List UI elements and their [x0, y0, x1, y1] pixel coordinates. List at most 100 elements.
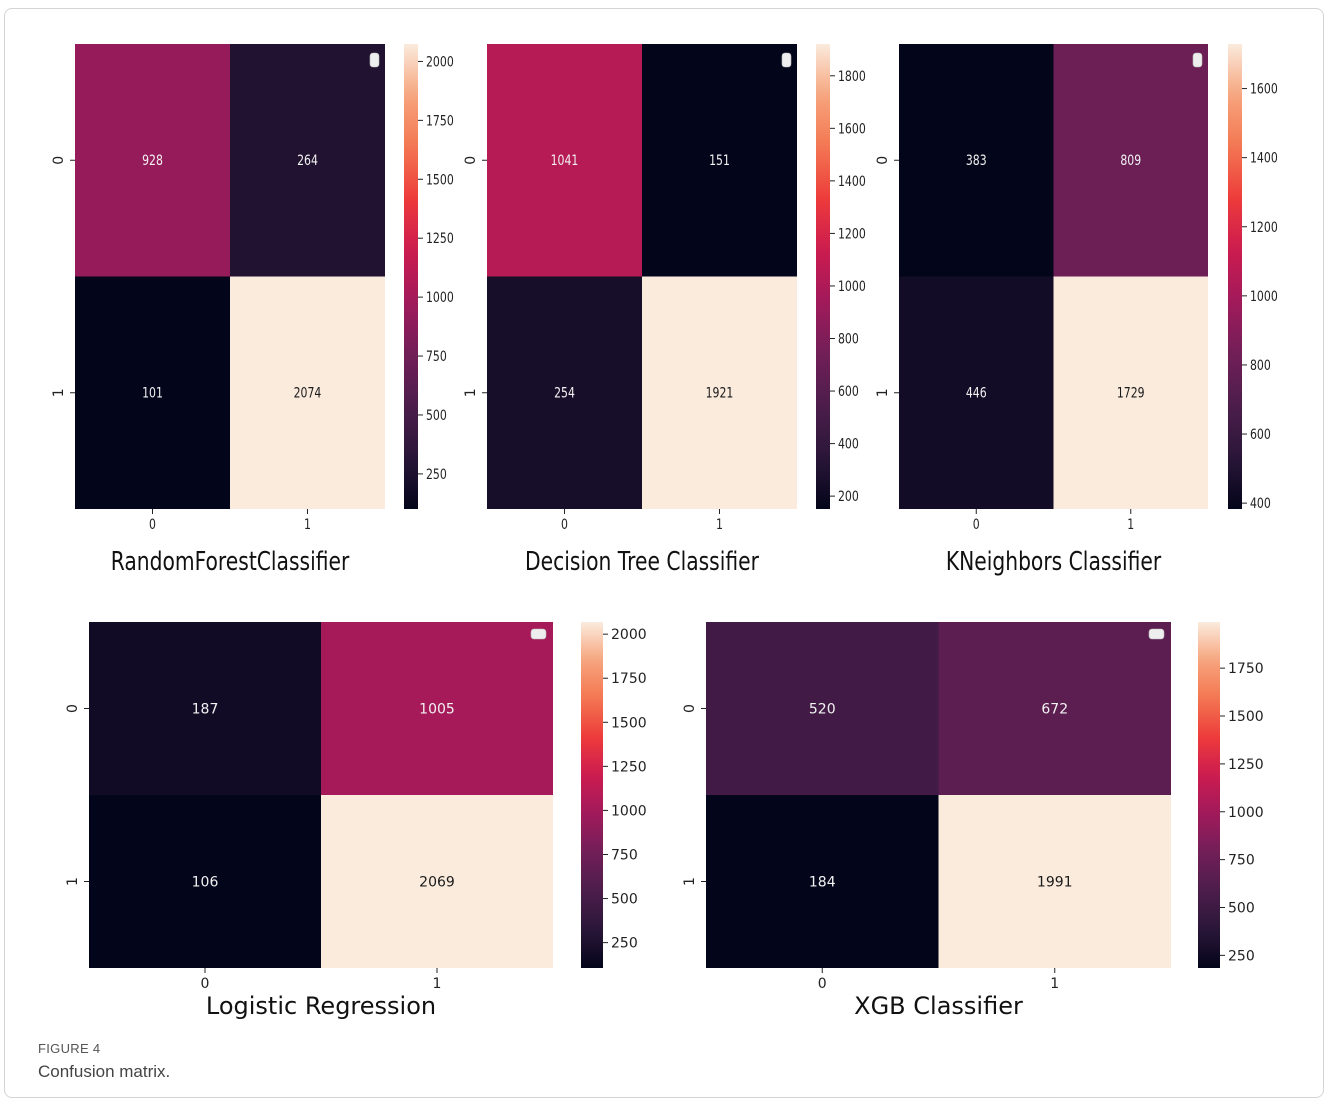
heatmap-cell-r0-c0	[899, 44, 1054, 277]
colorbar-tick-label: 600	[838, 383, 859, 400]
x-tick-label: 1	[304, 516, 311, 533]
empty-legend-box	[530, 628, 547, 640]
x-tick-label: 1	[1050, 976, 1059, 992]
colorbar	[404, 44, 418, 509]
colorbar-tick-label: 250	[426, 466, 447, 483]
cell-value-label: 187	[192, 702, 219, 718]
heatmap-panel-5: 520 672 184 1991 0 1 0 1 XGB Classifier 250 500 750…	[682, 622, 1264, 1020]
heatmap-cell-r1-c1	[642, 276, 797, 509]
figure-label: FIGURE 4	[38, 1041, 101, 1056]
heatmap-cell-r0-c0	[706, 622, 939, 795]
colorbar-tick-label: 500	[1228, 900, 1255, 916]
cell-value-label: 2069	[419, 875, 455, 891]
colorbar-tick-label: 1750	[611, 671, 647, 687]
colorbar-tick-label: 500	[426, 407, 447, 424]
colorbar-tick-label: 1600	[838, 120, 866, 137]
colorbar-tick-label: 200	[838, 488, 859, 505]
colorbar-tick-label: 1000	[1250, 287, 1278, 304]
colorbar-tick-label: 1000	[838, 278, 866, 295]
x-tick-label: 0	[973, 516, 980, 533]
cell-value-label: 2074	[294, 384, 322, 401]
heatmap-cell-r1-c1	[321, 795, 553, 968]
cell-value-label: 264	[297, 152, 318, 169]
colorbar	[816, 44, 830, 509]
cell-value-label: 106	[192, 875, 219, 891]
heatmap-cell-r1-c0	[706, 795, 939, 968]
colorbar-tick-label: 1200	[1250, 218, 1278, 235]
y-tick-label: 0	[875, 156, 891, 165]
cell-value-label: 1729	[1117, 384, 1145, 401]
heatmap-title: Logistic Regression	[206, 992, 436, 1020]
heatmap-cell-r1-c0	[899, 276, 1054, 509]
colorbar-tick-label: 1000	[426, 289, 454, 306]
colorbar-tick-label: 400	[838, 435, 859, 452]
x-tick-label: 1	[433, 976, 442, 992]
heatmap-cell-r1-c0	[487, 276, 642, 509]
colorbar-tick-label: 1250	[426, 230, 454, 247]
colorbar-tick-label: 1500	[426, 171, 454, 188]
colorbar-tick-label: 750	[611, 847, 638, 863]
colorbar-tick-label: 1500	[611, 715, 647, 731]
empty-legend-box	[1192, 52, 1203, 68]
colorbar	[581, 622, 603, 968]
cell-value-label: 1005	[419, 702, 455, 718]
heatmap-cell-r0-c1	[642, 44, 797, 277]
heatmap-cell-r0-c1	[1053, 44, 1208, 277]
colorbar-tick-label: 1250	[611, 759, 647, 775]
heatmap-cell-r1-c1	[1053, 276, 1208, 509]
heatmap-cell-r0-c1	[321, 622, 553, 795]
cell-value-label: 672	[1041, 702, 1068, 718]
cell-value-label: 1921	[706, 384, 734, 401]
heatmap-cell-r1-c0	[75, 276, 230, 509]
y-tick-label: 0	[463, 156, 479, 165]
colorbar-tick-label: 1000	[1228, 805, 1264, 821]
y-tick-label: 0	[65, 704, 81, 713]
figure-frame	[4, 8, 1324, 1098]
colorbar-tick-label: 1250	[1228, 757, 1264, 773]
colorbar-tick-label: 1400	[838, 172, 866, 189]
heatmap-cell-r0-c0	[487, 44, 642, 277]
colorbar-tick-label: 250	[611, 936, 638, 952]
cell-value-label: 1041	[551, 152, 579, 169]
colorbar-tick-label: 1200	[838, 225, 866, 242]
y-tick-label: 1	[682, 877, 698, 886]
heatmap-cell-r1-c0	[89, 795, 321, 968]
y-tick-label: 1	[875, 388, 891, 397]
colorbar-tick-label: 500	[611, 892, 638, 908]
empty-legend-box	[369, 52, 380, 68]
heatmap-cell-r0-c0	[75, 44, 230, 277]
x-tick-label: 0	[149, 516, 156, 533]
colorbar-tick-label: 400	[1250, 495, 1271, 512]
cell-value-label: 809	[1120, 152, 1141, 169]
heatmap-title: XGB Classifier	[854, 992, 1023, 1020]
colorbar-tick-label: 800	[1250, 357, 1271, 374]
colorbar	[1198, 622, 1220, 968]
colorbar-tick-label: 1750	[1228, 661, 1264, 677]
heatmap-cell-r1-c1	[938, 795, 1171, 968]
heatmap-cell-r1-c1	[230, 276, 385, 509]
cell-value-label: 520	[809, 702, 836, 718]
x-tick-label: 1	[716, 516, 723, 533]
y-tick-label: 1	[65, 877, 81, 886]
colorbar-tick-label: 1800	[838, 67, 866, 84]
heatmap-cell-r0-c0	[89, 622, 321, 795]
heatmap-title: RandomForestClassifier	[111, 547, 350, 577]
heatmap-cell-r0-c1	[230, 44, 385, 277]
empty-legend-box	[1148, 628, 1165, 640]
cell-value-label: 254	[554, 384, 575, 401]
y-tick-label: 0	[51, 156, 67, 165]
colorbar-tick-label: 250	[1228, 948, 1255, 964]
empty-legend-box	[781, 52, 792, 68]
colorbar-tick-label: 800	[838, 330, 859, 347]
colorbar-tick-label: 750	[1228, 853, 1255, 869]
y-tick-label: 1	[463, 388, 479, 397]
x-tick-label: 0	[201, 976, 210, 992]
colorbar-tick-label: 1750	[426, 112, 454, 129]
x-tick-label: 0	[561, 516, 568, 533]
heatmap-cell-r0-c1	[938, 622, 1171, 795]
colorbar-tick-label: 2000	[611, 627, 647, 643]
x-tick-label: 1	[1127, 516, 1134, 533]
heatmap-panel-2: 1041 151 254 1921 0 1 0 1 Decision Tree Classifi…	[463, 44, 866, 577]
figure-caption: Confusion matrix.	[38, 1062, 171, 1081]
